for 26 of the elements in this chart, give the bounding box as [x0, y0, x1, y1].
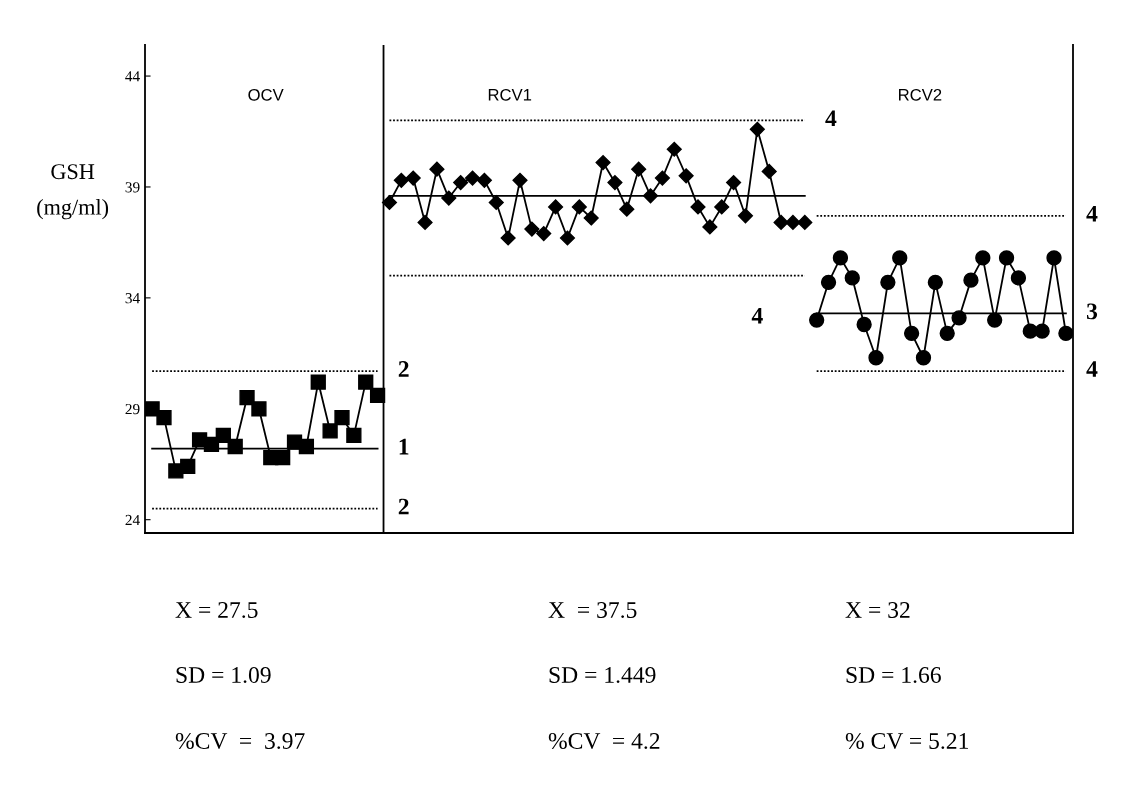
series-label: 4 [751, 307, 763, 324]
text: %CV = 3.97 [175, 732, 305, 750]
text: % CV = 5.21 [845, 732, 968, 750]
annotation: RCV1 [488, 88, 532, 101]
y-tick-label: 44 [125, 71, 140, 82]
text: X = 27.5 [175, 602, 258, 619]
annotation: OCV [248, 88, 284, 101]
series-label: 2 [398, 498, 409, 515]
y-tick-label: 29 [125, 403, 140, 415]
y-tick-label: 39 [125, 182, 140, 193]
series-label: 2 [398, 361, 409, 377]
text: SD = 1.66 [846, 667, 941, 684]
annotation: RCV2 [899, 88, 942, 101]
series-label: 4 [825, 110, 837, 127]
series-label: 3 [1086, 303, 1098, 320]
series-label: 1 [399, 438, 409, 455]
text: SD = 1.09 [176, 666, 271, 684]
y-tick-label: 24 [125, 514, 140, 525]
text: SD = 1.449 [549, 667, 656, 684]
text: X = 37.5 [548, 602, 637, 619]
series-label: 4 [1086, 205, 1098, 222]
y-tick-label: 34 [125, 293, 140, 304]
series-label: 4 [1086, 361, 1098, 377]
text: X = 32 [845, 602, 910, 618]
y-axis-title: GSH (mg/ml) [37, 164, 109, 220]
text: %CV = 4.2 [548, 732, 660, 750]
